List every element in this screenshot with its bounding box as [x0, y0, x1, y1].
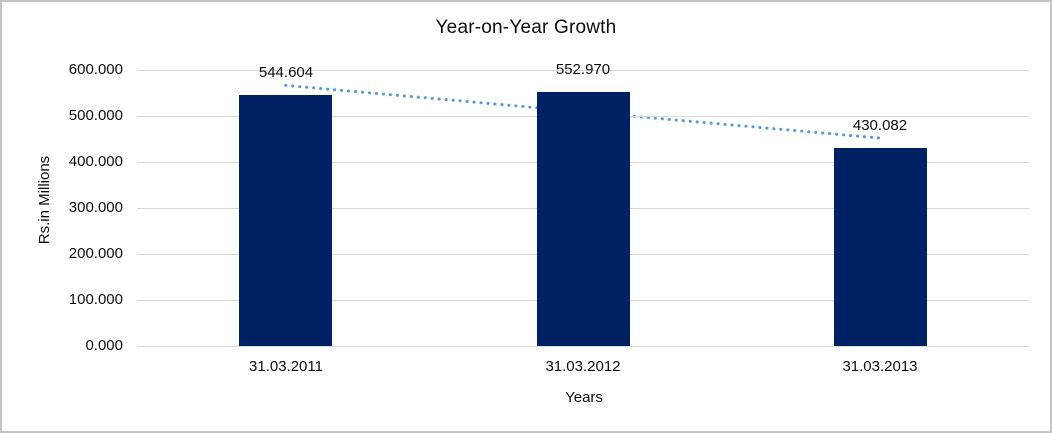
bar: [239, 95, 332, 346]
x-tick-label: 31.03.2011: [249, 358, 323, 375]
y-tick-label: 500.000: [68, 107, 123, 124]
x-tick-label: 31.03.2013: [842, 358, 918, 375]
y-tick-label: 100.000: [68, 291, 123, 308]
bar-value-label: 544.604: [258, 64, 314, 81]
bar-value-label: 430.082: [852, 117, 908, 134]
chart-title: Year-on-Year Growth: [435, 17, 617, 38]
y-tick-label: 200.000: [68, 245, 123, 262]
y-tick-label: 400.000: [68, 153, 123, 170]
y-tick-label: 300.000: [68, 199, 123, 216]
bar: [537, 92, 630, 346]
bar: [834, 148, 927, 346]
bar-value-label: 552.970: [555, 61, 611, 78]
x-tick-label: 31.03.2012: [545, 358, 621, 375]
y-gridline: [137, 70, 1029, 71]
x-axis-title: Years: [565, 389, 603, 406]
y-gridline: [137, 346, 1029, 347]
y-tick-label: 0.000: [85, 337, 123, 354]
y-tick-label: 600.000: [68, 61, 123, 78]
